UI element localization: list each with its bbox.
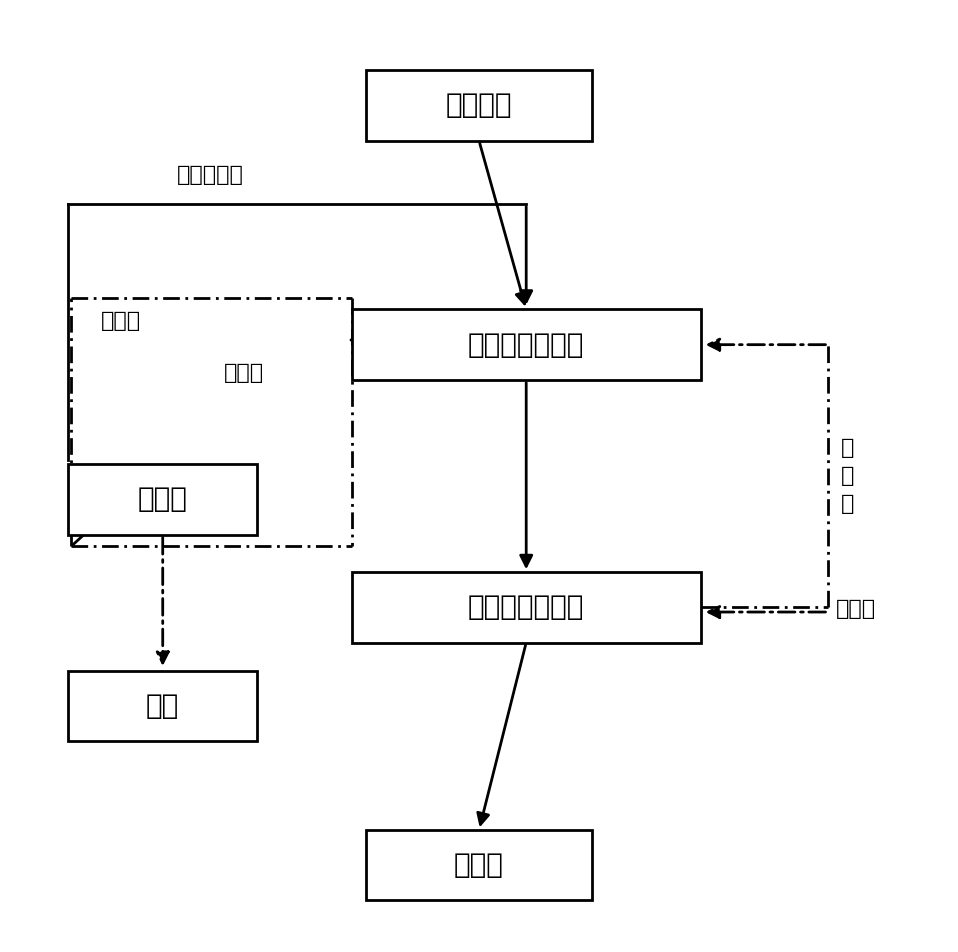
Bar bbox=[366, 830, 592, 901]
Text: 发酵罐产气: 发酵罐产气 bbox=[176, 166, 243, 186]
Text: 发酵液: 发酵液 bbox=[224, 363, 264, 383]
Bar bbox=[68, 465, 257, 535]
Bar bbox=[68, 670, 257, 741]
Bar bbox=[352, 309, 701, 380]
Text: 排气筒: 排气筒 bbox=[454, 851, 504, 880]
Text: 发酵罐: 发酵罐 bbox=[138, 486, 188, 513]
Bar bbox=[366, 70, 592, 141]
Text: 补充水: 补充水 bbox=[836, 599, 876, 619]
Text: 吸收液: 吸收液 bbox=[102, 311, 142, 331]
Text: 第一个吸收装置: 第一个吸收装置 bbox=[468, 330, 584, 359]
Text: 有机废气: 有机废气 bbox=[445, 91, 513, 119]
Text: 第二个吸收装置: 第二个吸收装置 bbox=[468, 593, 584, 622]
Bar bbox=[352, 572, 701, 643]
Text: 罐车: 罐车 bbox=[147, 692, 179, 720]
Text: 吸
收
液: 吸 收 液 bbox=[840, 438, 854, 514]
